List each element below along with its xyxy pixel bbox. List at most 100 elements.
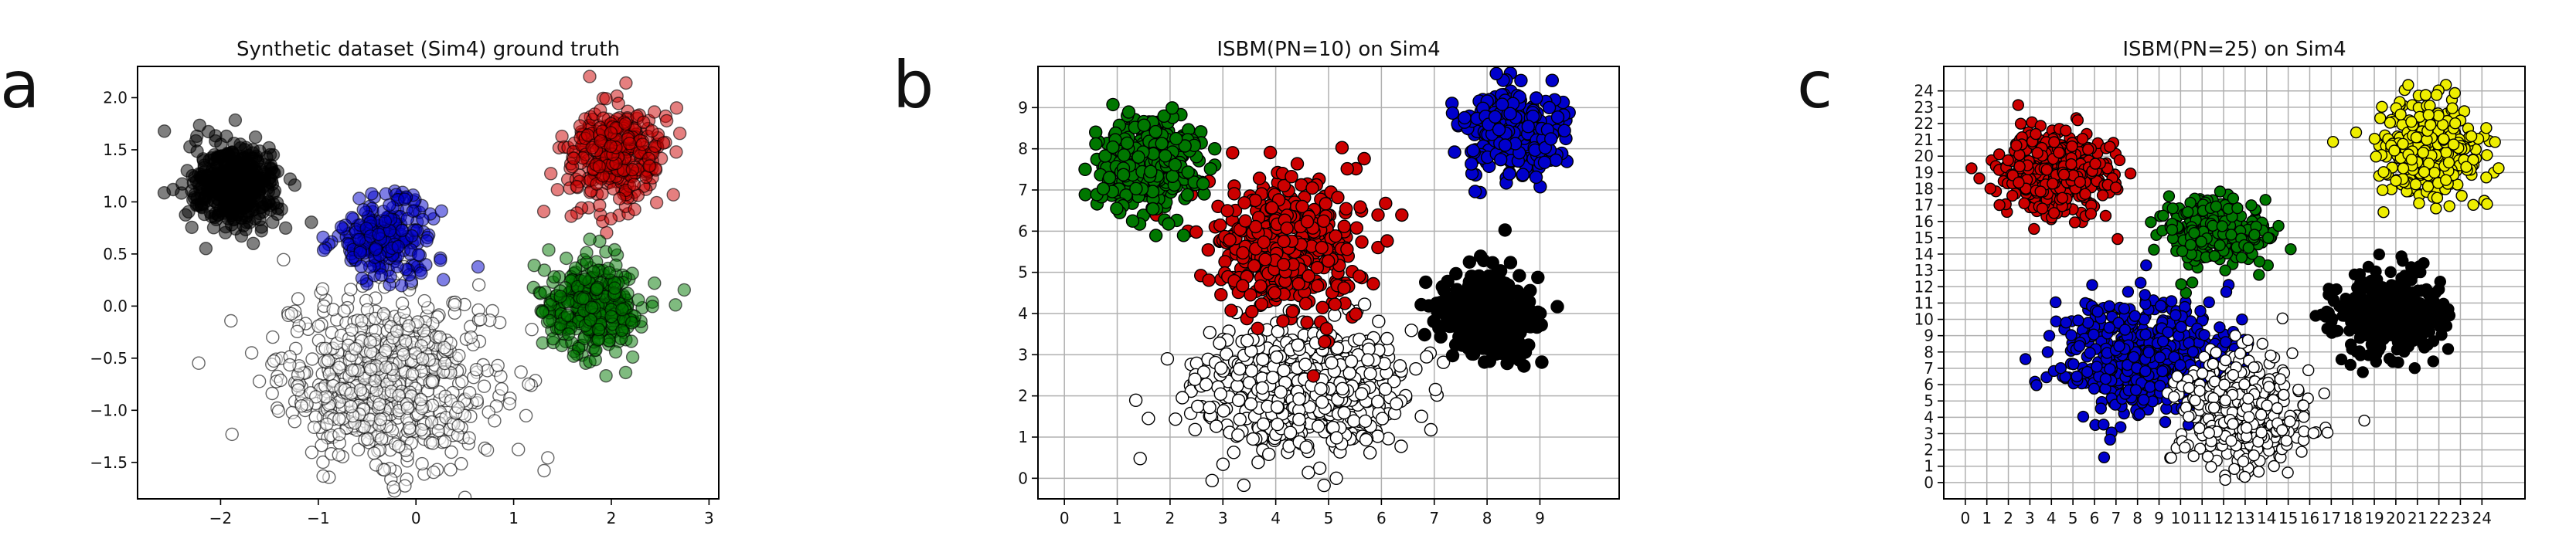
scatter-point (2154, 300, 2167, 312)
scatter-point (1339, 202, 1353, 215)
scatter-point (1493, 152, 1508, 167)
scatter-point (1354, 387, 1369, 401)
scatter-point (1503, 107, 1517, 120)
scatter-point (1148, 229, 1163, 242)
x-tick-label: 2 (1165, 509, 1176, 527)
x-tick-label: 3 (704, 509, 714, 527)
scatter-point (197, 161, 211, 175)
scatter-point (1181, 165, 1195, 179)
scatter-point (1448, 145, 1462, 159)
scatter-point (352, 192, 366, 205)
scatter-point (378, 215, 393, 229)
scatter-point (637, 115, 651, 130)
scatter-point (1291, 338, 1305, 352)
scatter-point (1251, 321, 1265, 335)
scatter-point (267, 354, 281, 368)
scatter-point (398, 192, 412, 206)
scatter-point (2071, 370, 2083, 383)
chart-title-1: ISBM(PN=10) on Sim4 (1217, 38, 1440, 61)
scatter-point (1329, 431, 1344, 445)
scatter-point (1316, 214, 1331, 228)
scatter-point (1542, 100, 1557, 115)
scatter-point (1529, 91, 1543, 105)
scatter-point (356, 203, 370, 217)
scatter-point (1277, 257, 1291, 272)
scatter-point (1393, 359, 1407, 373)
x-tick-label: 1 (1112, 509, 1122, 527)
scatter-point (175, 186, 189, 200)
scatter-point (390, 324, 404, 338)
scatter-point (1502, 167, 1516, 181)
x-tick-label: 9 (1535, 509, 1545, 527)
scatter-point (379, 360, 393, 375)
scatter-point (332, 412, 346, 426)
y-tick-label: −1.0 (90, 401, 128, 419)
scatter-point (1498, 138, 1513, 152)
scatter-point (2088, 328, 2100, 341)
scatter-point (427, 465, 441, 480)
scatter-point (305, 446, 319, 459)
scatter-point (538, 285, 552, 299)
scatter-point (2139, 289, 2151, 301)
scatter-point (414, 266, 428, 280)
scatter-point (344, 283, 358, 297)
scatter-point (1213, 387, 1228, 401)
scatter-point (1489, 66, 1503, 81)
scatter-point (1176, 229, 1191, 242)
scatter-point (2043, 330, 2056, 342)
scatter-point (351, 442, 366, 456)
scatter-point (1349, 307, 1363, 321)
scatter-point (267, 166, 281, 180)
scatter-point (368, 374, 382, 388)
scatter-point (1477, 355, 1492, 369)
scatter-point (1349, 221, 1364, 235)
scatter-point (599, 369, 613, 383)
scatter-point (1270, 350, 1284, 364)
scatter-point (1366, 276, 1380, 291)
scatter-point (2098, 419, 2110, 431)
scatter-point (1248, 193, 1262, 208)
scatter-point (1106, 140, 1120, 154)
scatter-point (615, 324, 629, 337)
scatter-point (1310, 279, 1325, 293)
scatter-point (1252, 171, 1267, 185)
scatter-point (1363, 446, 1377, 459)
scatter-point (542, 243, 556, 257)
scatter-point (1329, 229, 1342, 243)
scatter-point (473, 313, 488, 327)
scatter-point (1162, 217, 1176, 231)
scatter-point (1145, 202, 1160, 216)
scatter-point (2156, 365, 2169, 378)
scatter-point (1160, 352, 1175, 366)
scatter-point (2133, 408, 2146, 420)
scatter-point (512, 442, 526, 456)
scatter-point (1255, 381, 1269, 395)
scatter-point (202, 124, 216, 139)
scatter-point (2118, 324, 2132, 336)
scatter-point (1457, 337, 1471, 351)
scatter-point (1475, 309, 1489, 324)
y-tick-label: 1.5 (103, 141, 128, 159)
scatter-point (1330, 341, 1345, 355)
scatter-point (519, 409, 533, 422)
scatter-point (550, 182, 564, 197)
scatter-point (669, 298, 682, 312)
x-tick-label: 3 (1218, 509, 1228, 527)
scatter-point (1545, 73, 1560, 87)
scatter-point (414, 422, 428, 437)
scatter-point (426, 436, 440, 450)
scatter-point (2103, 321, 2115, 334)
scatter-point (1482, 269, 1496, 283)
scatter-point (288, 415, 301, 429)
scatter-point (451, 419, 465, 433)
scatter-point (1361, 353, 1375, 367)
scatter-point (363, 335, 377, 349)
scatter-point (604, 139, 618, 154)
scatter-point (1248, 219, 1263, 234)
scatter-point (353, 246, 367, 259)
scatter-point (283, 358, 297, 372)
scatter-point (1462, 255, 1477, 269)
x-tick-label: 0 (411, 509, 421, 527)
scatter-point (1266, 371, 1280, 385)
